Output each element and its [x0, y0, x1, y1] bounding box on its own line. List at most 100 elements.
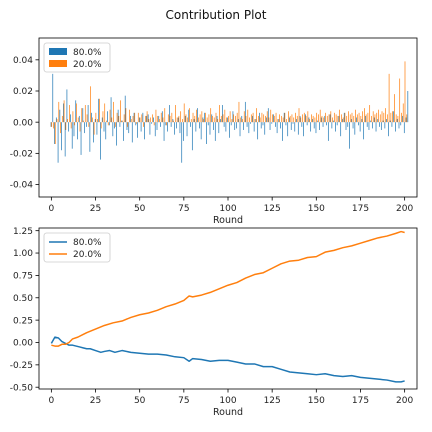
y-tick-label: -0.50 — [10, 383, 34, 393]
bar-1-40 — [122, 120, 123, 123]
bar-0-154 — [322, 122, 324, 127]
bar-0-43 — [126, 122, 128, 130]
bar-1-156 — [326, 115, 328, 123]
bar-1-86 — [203, 119, 204, 123]
bar-0-19 — [84, 122, 85, 134]
bar-0-30 — [103, 122, 105, 132]
bar-0-59 — [154, 122, 156, 137]
bar-1-139 — [296, 115, 298, 123]
bar-1-186 — [379, 114, 381, 123]
bar-1-142 — [302, 114, 303, 123]
bar-0-33 — [108, 122, 110, 126]
bar-1-182 — [372, 111, 374, 123]
bar-1-65 — [166, 122, 167, 126]
bar-0-133 — [285, 122, 287, 126]
bar-1-8 — [65, 122, 67, 130]
bar-0-40 — [121, 120, 123, 123]
bar-0-62 — [160, 122, 161, 127]
bar-0-75 — [183, 122, 184, 141]
bar-1-124 — [270, 109, 272, 123]
bar-0-189 — [384, 122, 386, 129]
x-tick-label: 100 — [219, 396, 236, 406]
bar-1-195 — [395, 114, 397, 123]
bar-0-67 — [169, 105, 170, 123]
x-tick-label: 100 — [219, 204, 236, 214]
bar-0-71 — [176, 122, 177, 129]
bar-0-140 — [297, 122, 299, 135]
bar-1-22 — [90, 86, 91, 123]
bar-0-55 — [147, 114, 149, 123]
y-tick-label: 0.00 — [13, 339, 33, 349]
bar-0-66 — [167, 122, 168, 132]
bar-1-76 — [185, 114, 187, 123]
bar-0-23 — [91, 112, 92, 123]
bar-1-168 — [348, 111, 349, 123]
bar-0-72 — [177, 117, 179, 123]
bar-1-166 — [344, 112, 346, 123]
bar-1-112 — [249, 117, 250, 123]
bar-1-114 — [252, 112, 254, 123]
bar-1-2 — [54, 122, 56, 144]
bar-0-180 — [368, 122, 370, 130]
bar-1-82 — [196, 109, 197, 123]
bar-0-65 — [165, 122, 167, 126]
bar-1-148 — [312, 115, 314, 123]
bar-0-73 — [179, 122, 181, 134]
bar-1-24 — [93, 122, 95, 135]
bar-0-111 — [246, 122, 248, 127]
bar-1-199 — [402, 103, 404, 123]
bar-0-94 — [216, 115, 218, 123]
bar-0-8 — [64, 122, 66, 157]
plot-area — [50, 61, 409, 163]
bar-1-18 — [83, 120, 84, 123]
y-tick-label: 0.50 — [13, 294, 33, 304]
bar-1-157 — [328, 114, 330, 123]
bar-0-202 — [407, 91, 409, 123]
bar-1-45 — [130, 119, 132, 123]
bar-0-163 — [338, 115, 340, 123]
bar-1-170 — [351, 112, 353, 123]
bar-1-144 — [305, 115, 307, 123]
bar-1-196 — [397, 115, 399, 123]
bar-1-107 — [240, 117, 242, 123]
bar-0-126 — [273, 114, 274, 123]
bar-0-114 — [252, 115, 253, 123]
bar-0-138 — [294, 122, 296, 132]
bar-0-0 — [50, 122, 52, 127]
bar-0-166 — [343, 112, 345, 123]
bar-1-61 — [159, 119, 160, 123]
bar-1-175 — [360, 115, 362, 123]
bar-0-11 — [70, 114, 71, 123]
bar-0-103 — [232, 111, 234, 123]
x-tick-label: 150 — [308, 396, 325, 406]
bar-0-194 — [393, 111, 395, 123]
x-tick-label: 50 — [134, 204, 146, 214]
bar-1-77 — [187, 117, 189, 123]
bar-0-38 — [117, 109, 119, 123]
bar-1-41 — [123, 114, 125, 123]
bar-1-79 — [190, 119, 192, 123]
bar-1-154 — [323, 117, 325, 123]
bar-0-183 — [373, 117, 375, 123]
bar-0-27 — [98, 98, 100, 123]
bar-0-32 — [107, 111, 108, 123]
bar-0-89 — [207, 122, 209, 126]
bar-0-87 — [204, 112, 206, 123]
bar-1-15 — [77, 117, 79, 123]
bar-1-27 — [99, 98, 100, 123]
bar-0-61 — [158, 115, 160, 123]
legend-label: 80.0% — [73, 48, 102, 58]
bar-1-167 — [346, 115, 348, 123]
x-tick-label: 25 — [90, 396, 101, 406]
bar-1-159 — [332, 117, 333, 123]
bar-0-151 — [317, 120, 319, 123]
bar-1-30 — [104, 103, 106, 123]
bar-1-92 — [213, 117, 215, 123]
bar-1-35 — [113, 101, 114, 123]
bar-0-82 — [195, 122, 197, 132]
bar-1-10 — [69, 105, 70, 123]
bar-0-174 — [358, 122, 359, 126]
bar-0-201 — [405, 117, 407, 123]
bar-1-31 — [106, 120, 107, 123]
bar-1-4 — [58, 101, 60, 123]
